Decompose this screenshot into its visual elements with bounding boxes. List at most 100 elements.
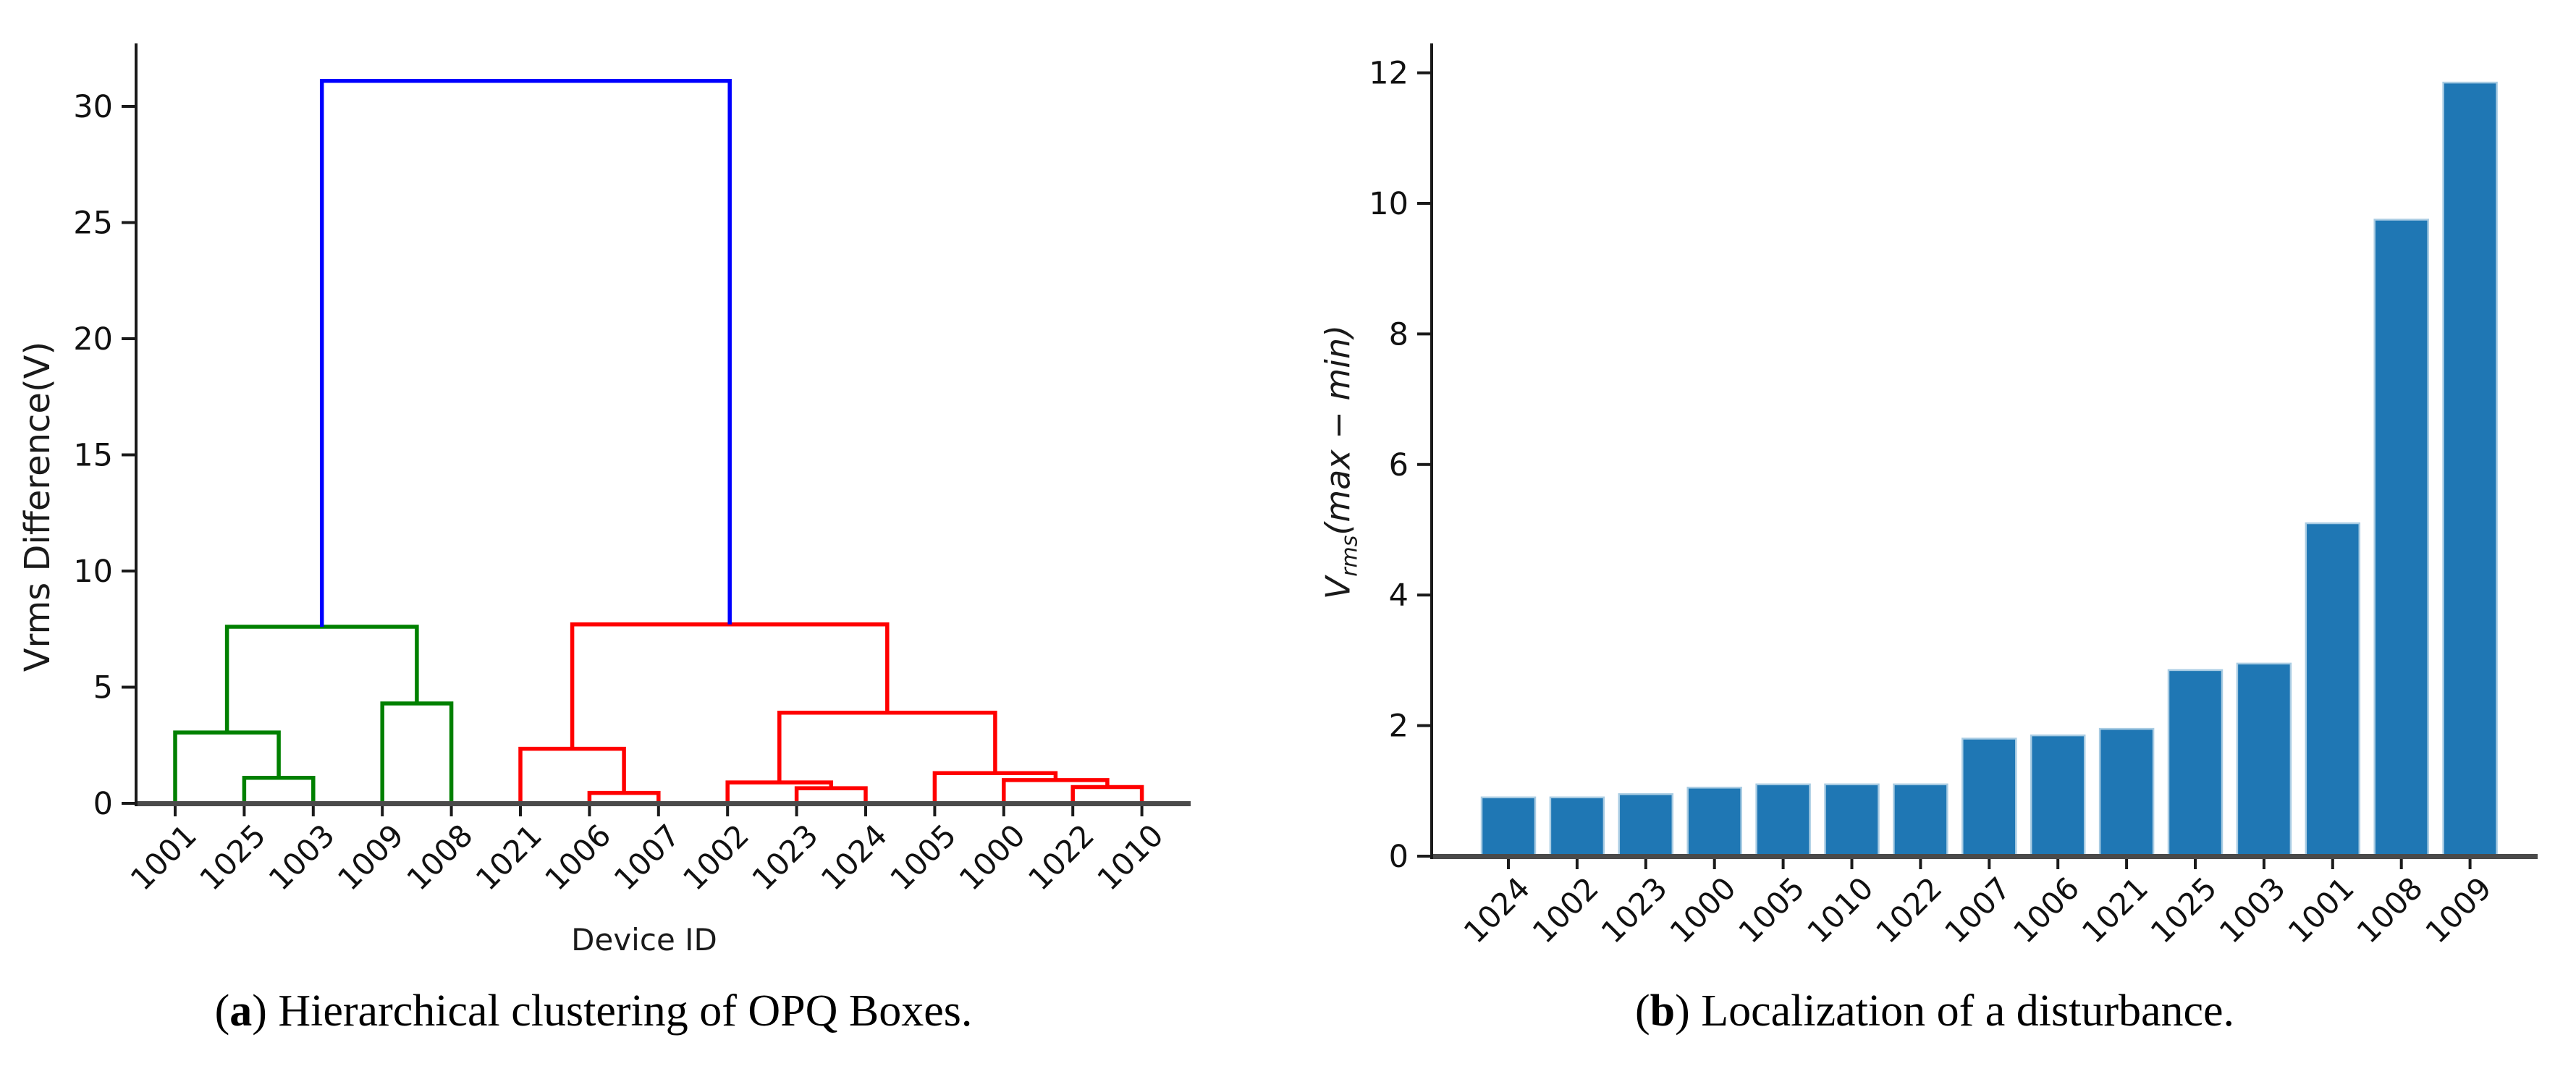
x-tick-mark xyxy=(381,806,384,816)
x-tick-label: 1010 xyxy=(1090,817,1170,897)
dendrogram-link-r2 xyxy=(518,746,626,803)
x-tick-label: 1006 xyxy=(538,817,617,897)
ylabel-b-subscript: rms xyxy=(1337,535,1363,577)
bar-1021 xyxy=(2098,727,2155,858)
x-tick-mark xyxy=(2468,859,2472,869)
x-tick-mark xyxy=(2399,859,2403,869)
x-tick-mark xyxy=(656,806,660,816)
caption-b-paren-open: ( xyxy=(1634,986,1650,1036)
x-tick-label: 1023 xyxy=(745,817,824,897)
y-tick-mark xyxy=(122,570,135,572)
dendrogram-link-r5 xyxy=(1070,785,1144,803)
x-tick-mark xyxy=(1713,859,1716,869)
dendrogram-link-r7 xyxy=(932,771,1058,803)
dendrogram-link-b1 xyxy=(319,78,732,627)
y-tick-label: 8 xyxy=(1389,316,1409,352)
x-tick-label: 1001 xyxy=(2281,870,2361,950)
x-tick-label: 1009 xyxy=(2418,870,2498,950)
x-tick-mark xyxy=(2331,859,2334,869)
bar-1010 xyxy=(1824,783,1880,858)
x-tick-label: 1023 xyxy=(1595,870,1674,950)
x-tick-mark xyxy=(519,806,522,816)
x-tick-mark xyxy=(311,806,315,816)
x-tick-mark xyxy=(1781,859,1785,869)
x-tick-label: 1021 xyxy=(2075,870,2155,950)
y-tick-label: 25 xyxy=(73,206,113,242)
x-tick-label: 1006 xyxy=(2006,870,2086,950)
x-tick-label: 1003 xyxy=(2213,870,2292,950)
figure-a-dendrogram: 0 5 10 15 20 25 30 1001 1025 1003 1009 1008 1021 1006… xyxy=(17,43,1191,1037)
x-tick-label: 1005 xyxy=(1731,870,1811,950)
dendrogram-link-r3 xyxy=(794,786,868,803)
y-tick-mark xyxy=(1417,202,1430,205)
y-tick-mark xyxy=(1417,71,1430,75)
x-tick-label: 1007 xyxy=(1938,870,2017,950)
x-tick-mark xyxy=(449,806,453,816)
figure-b-y-axis-title: Vrms(max − min) xyxy=(1318,28,1362,897)
y-tick-label: 6 xyxy=(1389,447,1409,483)
x-tick-mark xyxy=(1140,806,1144,816)
x-axis-line xyxy=(1433,854,2538,859)
dendrogram-link-r4 xyxy=(725,780,834,803)
x-tick-label: 1024 xyxy=(1457,870,1537,950)
caption-a-paren-open: ( xyxy=(214,986,230,1036)
y-tick-label: 15 xyxy=(73,438,113,474)
bar-1023 xyxy=(1618,793,1674,858)
bar-1000 xyxy=(1686,787,1742,858)
x-tick-label: 1010 xyxy=(1800,870,1880,950)
x-tick-mark xyxy=(2125,859,2129,869)
x-tick-label: 1022 xyxy=(1021,817,1101,897)
bar-1006 xyxy=(2030,734,2086,858)
x-tick-label: 1001 xyxy=(124,817,203,897)
x-tick-label: 1024 xyxy=(814,817,894,897)
bar-1022 xyxy=(1893,783,1948,858)
y-tick-label: 0 xyxy=(1389,839,1409,875)
bar-1005 xyxy=(1755,783,1811,858)
bar-1002 xyxy=(1549,796,1605,858)
x-tick-mark xyxy=(1507,859,1510,869)
dendrogram-link-g4 xyxy=(224,625,419,733)
y-tick-label: 4 xyxy=(1389,578,1409,614)
x-tick-mark xyxy=(2262,859,2265,869)
x-tick-label: 1003 xyxy=(262,817,342,897)
y-tick-label: 30 xyxy=(73,89,113,125)
dendrogram-link-r6 xyxy=(1002,778,1110,803)
y-tick-mark xyxy=(1417,724,1430,727)
x-tick-label: 1009 xyxy=(331,817,410,897)
dendrogram-link-g2 xyxy=(173,730,281,803)
x-tick-mark xyxy=(2194,859,2197,869)
y-axis-line xyxy=(1430,43,1433,859)
x-tick-label: 1022 xyxy=(1869,870,1948,950)
y-tick-mark xyxy=(122,453,135,457)
x-axis-line xyxy=(138,801,1191,806)
y-tick-label: 0 xyxy=(93,786,113,822)
x-tick-label: 1002 xyxy=(676,817,756,897)
caption-b-text: ) Localization of a disturbance. xyxy=(1675,986,2235,1036)
x-tick-mark xyxy=(1575,859,1579,869)
figure-a-caption: (a) Hierarchical clustering of OPQ Boxes… xyxy=(22,986,1165,1037)
y-tick-mark xyxy=(1417,855,1430,858)
y-tick-mark xyxy=(1417,462,1430,466)
caption-a-text: ) Hierarchical clustering of OPQ Boxes. xyxy=(252,986,973,1036)
caption-b-label: b xyxy=(1650,986,1676,1036)
bar-plot-area: 0246810121024100210231000100510101022100… xyxy=(1369,43,2538,950)
bar-1008 xyxy=(2373,219,2429,858)
y-tick-label: 10 xyxy=(73,554,113,590)
y-tick-label: 10 xyxy=(1369,186,1409,222)
x-tick-mark xyxy=(864,806,867,816)
x-tick-label: 1021 xyxy=(469,817,549,897)
y-tick-mark xyxy=(122,221,135,224)
x-tick-label: 1008 xyxy=(2350,870,2430,950)
figure-b-caption: (b) Localization of a disturbance. xyxy=(1356,986,2514,1037)
dendrogram-link-g1 xyxy=(242,775,316,803)
x-tick-label: 1025 xyxy=(2144,870,2224,950)
x-tick-mark xyxy=(2056,859,2060,869)
figure-a-y-axis-title: Vrms Difference(V) xyxy=(17,341,58,672)
dendrogram-link-r9 xyxy=(570,622,890,749)
y-tick-mark xyxy=(1417,593,1430,597)
y-tick-mark xyxy=(1417,332,1430,336)
x-tick-label: 1008 xyxy=(400,817,479,897)
x-tick-label: 1002 xyxy=(1526,870,1605,950)
x-tick-mark xyxy=(795,806,798,816)
